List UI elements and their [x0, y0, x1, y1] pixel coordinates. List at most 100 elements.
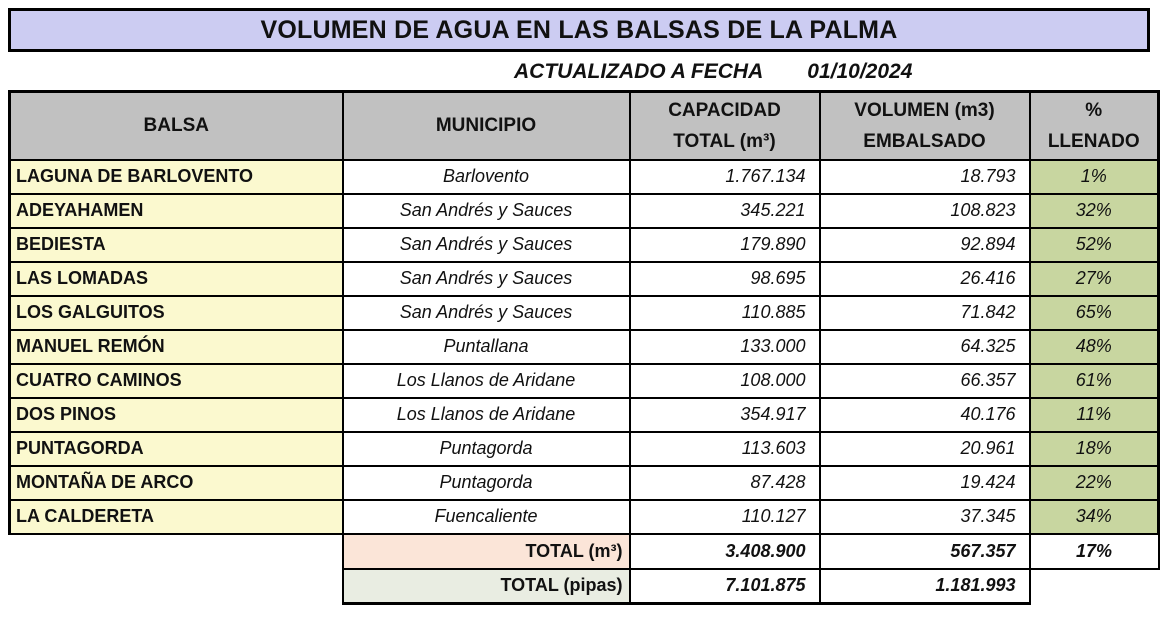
table-header: BALSA MUNICIPIO CAPACIDAD TOTAL (m³) VOL… — [8, 90, 1160, 161]
total-pipas-row: TOTAL (pipas) 7.101.875 1.181.993 — [9, 567, 1159, 605]
pct-cell: 61% — [1028, 362, 1160, 399]
municipio-cell: Puntagorda — [341, 464, 631, 501]
pct-cell: 32% — [1028, 192, 1160, 229]
volumen-cell: 20.961 — [818, 430, 1031, 467]
municipio-cell: Puntagorda — [341, 430, 631, 467]
pct-cell: 65% — [1028, 294, 1160, 331]
updated-label: ACTUALIZADO A FECHA — [514, 60, 764, 83]
page-title-text: VOLUMEN DE AGUA EN LAS BALSAS DE LA PALM… — [260, 15, 898, 44]
header-pct-line1: % — [1085, 99, 1103, 121]
total-m3-row: TOTAL (m³) 3.408.900 567.357 17% — [9, 532, 1160, 570]
capacidad-cell: 1.767.134 — [628, 158, 821, 195]
capacidad-cell: 179.890 — [628, 226, 821, 263]
municipio-cell: Los Llanos de Aridane — [341, 396, 631, 433]
municipio-cell: San Andrés y Sauces — [341, 226, 631, 263]
volumen-cell: 40.176 — [818, 396, 1031, 433]
updated-date-line: ACTUALIZADO A FECHA 01/10/2024 — [0, 57, 1176, 87]
capacidad-cell: 108.000 — [628, 362, 821, 399]
header-capacidad-line1: CAPACIDAD — [668, 99, 781, 121]
total-m3-capacidad: 3.408.900 — [628, 532, 821, 570]
pct-cell: 1% — [1028, 158, 1160, 195]
updated-date: 01/10/2024 — [807, 60, 913, 83]
table-row: LAGUNA DE BARLOVENTO Barlovento 1.767.13… — [8, 158, 1160, 195]
balsas-table: BALSA MUNICIPIO CAPACIDAD TOTAL (m³) VOL… — [8, 90, 1160, 605]
municipio-cell: Los Llanos de Aridane — [341, 362, 631, 399]
page-title: VOLUMEN DE AGUA EN LAS BALSAS DE LA PALM… — [8, 8, 1150, 52]
municipio-cell: Barlovento — [341, 158, 631, 195]
total-pipas-capacidad: 7.101.875 — [628, 567, 821, 605]
municipio-cell: San Andrés y Sauces — [341, 294, 631, 331]
balsa-name-cell: MANUEL REMÓN — [8, 328, 344, 365]
table-row: CUATRO CAMINOS Los Llanos de Aridane 108… — [8, 362, 1160, 399]
volumen-cell: 92.894 — [818, 226, 1031, 263]
balsa-name-cell: ADEYAHAMEN — [8, 192, 344, 229]
volumen-cell: 18.793 — [818, 158, 1031, 195]
total-m3-label: TOTAL (m³) — [341, 532, 631, 570]
header-volumen-line2: EMBALSADO — [863, 130, 986, 152]
header-capacidad: CAPACIDAD TOTAL (m³) — [628, 90, 821, 161]
total-pipas-volumen: 1.181.993 — [818, 567, 1031, 605]
empty-cell — [1029, 568, 1159, 604]
municipio-cell: Puntallana — [341, 328, 631, 365]
header-volumen: VOLUMEN (m3) EMBALSADO — [818, 90, 1031, 161]
volumen-cell: 64.325 — [818, 328, 1031, 365]
capacidad-cell: 113.603 — [628, 430, 821, 467]
volumen-cell: 66.357 — [818, 362, 1031, 399]
table-row: DOS PINOS Los Llanos de Aridane 354.917 … — [8, 396, 1160, 433]
total-m3-volumen: 567.357 — [818, 532, 1031, 570]
empty-cell — [9, 533, 343, 569]
pct-cell: 18% — [1028, 430, 1160, 467]
capacidad-cell: 110.127 — [628, 498, 821, 535]
capacidad-cell: 133.000 — [628, 328, 821, 365]
capacidad-cell: 87.428 — [628, 464, 821, 501]
header-pct: % LLENADO — [1028, 90, 1160, 161]
balsa-name-cell: LOS GALGUITOS — [8, 294, 344, 331]
header-volumen-line1: VOLUMEN (m3) — [854, 99, 995, 121]
header-capacidad-line2: TOTAL (m³) — [673, 130, 776, 152]
total-m3-pct: 17% — [1028, 532, 1160, 570]
table-row: ADEYAHAMEN San Andrés y Sauces 345.221 1… — [8, 192, 1160, 229]
table-body: LAGUNA DE BARLOVENTO Barlovento 1.767.13… — [8, 158, 1160, 535]
table-row: PUNTAGORDA Puntagorda 113.603 20.961 18% — [8, 430, 1160, 467]
empty-cell — [9, 568, 343, 604]
capacidad-cell: 98.695 — [628, 260, 821, 297]
capacidad-cell: 110.885 — [628, 294, 821, 331]
header-balsa: BALSA — [8, 90, 344, 161]
balsa-name-cell: LAS LOMADAS — [8, 260, 344, 297]
volumen-cell: 19.424 — [818, 464, 1031, 501]
pct-cell: 22% — [1028, 464, 1160, 501]
table-row: LA CALDERETA Fuencaliente 110.127 37.345… — [8, 498, 1160, 535]
header-pct-line2: LLENADO — [1047, 130, 1140, 152]
balsa-name-cell: LAGUNA DE BARLOVENTO — [8, 158, 344, 195]
municipio-cell: Fuencaliente — [341, 498, 631, 535]
balsa-name-cell: CUATRO CAMINOS — [8, 362, 344, 399]
table-row: MANUEL REMÓN Puntallana 133.000 64.325 4… — [8, 328, 1160, 365]
volumen-cell: 37.345 — [818, 498, 1031, 535]
balsa-name-cell: BEDIESTA — [8, 226, 344, 263]
volumen-cell: 71.842 — [818, 294, 1031, 331]
table-row: LOS GALGUITOS San Andrés y Sauces 110.88… — [8, 294, 1160, 331]
pct-cell: 48% — [1028, 328, 1160, 365]
capacidad-cell: 345.221 — [628, 192, 821, 229]
capacidad-cell: 354.917 — [628, 396, 821, 433]
municipio-cell: San Andrés y Sauces — [341, 192, 631, 229]
balsa-name-cell: DOS PINOS — [8, 396, 344, 433]
balsa-name-cell: MONTAÑA DE ARCO — [8, 464, 344, 501]
pct-cell: 11% — [1028, 396, 1160, 433]
pct-cell: 34% — [1028, 498, 1160, 535]
balsa-name-cell: LA CALDERETA — [8, 498, 344, 535]
total-pipas-label: TOTAL (pipas) — [341, 567, 631, 605]
header-row: BALSA MUNICIPIO CAPACIDAD TOTAL (m³) VOL… — [8, 90, 1160, 161]
pct-cell: 52% — [1028, 226, 1160, 263]
pct-cell: 27% — [1028, 260, 1160, 297]
volumen-cell: 26.416 — [818, 260, 1031, 297]
table-row: BEDIESTA San Andrés y Sauces 179.890 92.… — [8, 226, 1160, 263]
municipio-cell: San Andrés y Sauces — [341, 260, 631, 297]
volumen-cell: 108.823 — [818, 192, 1031, 229]
totals-section: TOTAL (m³) 3.408.900 567.357 17% TOTAL (… — [9, 532, 1160, 605]
header-municipio: MUNICIPIO — [341, 90, 631, 161]
table-row: MONTAÑA DE ARCO Puntagorda 87.428 19.424… — [8, 464, 1160, 501]
table-row: LAS LOMADAS San Andrés y Sauces 98.695 2… — [8, 260, 1160, 297]
balsa-name-cell: PUNTAGORDA — [8, 430, 344, 467]
